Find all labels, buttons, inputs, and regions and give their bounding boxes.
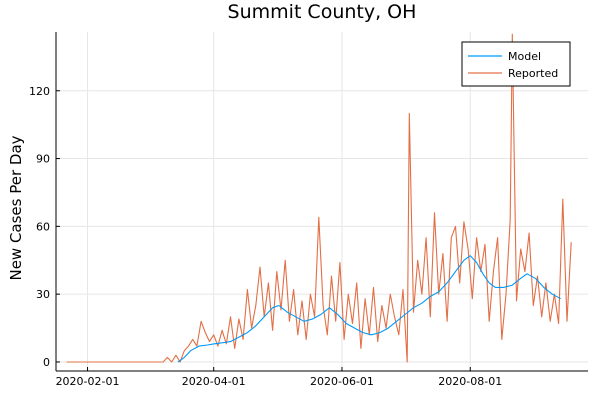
x-tick-label: 2020-04-01: [182, 375, 246, 388]
x-tick-label: 2020-08-01: [438, 375, 502, 388]
legend-label-reported: Reported: [508, 67, 558, 80]
y-tick-label: 90: [36, 153, 50, 166]
y-tick-label: 30: [36, 288, 50, 301]
legend: Model Reported: [461, 41, 571, 87]
series-line-model: [177, 255, 561, 363]
y-tick-label: 60: [36, 220, 50, 233]
y-tick-label: 0: [43, 356, 50, 369]
series-lines: [66, 33, 572, 363]
series-line-reported: [66, 33, 572, 363]
legend-label-model: Model: [508, 50, 541, 63]
y-axis-label: New Cases Per Day: [7, 135, 25, 280]
tick-labels: 0 30 60 90 120 2020-02-01 2020-04-01 2020-06-01…: [29, 85, 502, 388]
legend-box: [461, 41, 571, 87]
axes: [55, 32, 588, 372]
x-tick-label: 2020-06-01: [310, 375, 374, 388]
y-tick-label: 120: [29, 85, 50, 98]
chart-title: Summit County, OH: [228, 1, 417, 23]
x-tick-label: 2020-02-01: [56, 375, 120, 388]
